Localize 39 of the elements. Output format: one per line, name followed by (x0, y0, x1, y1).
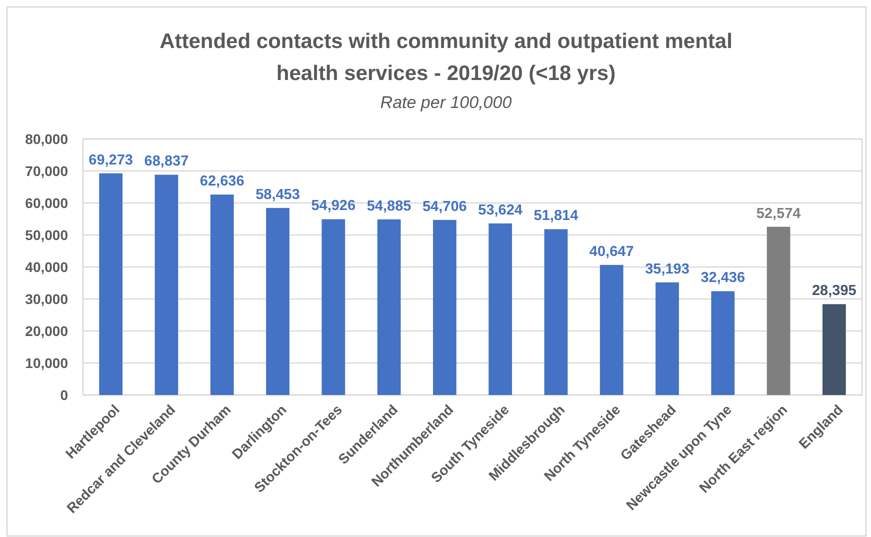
data-label: 35,193 (645, 261, 690, 278)
data-label: 62,636 (200, 174, 244, 190)
bar (711, 291, 735, 395)
bar (266, 208, 290, 395)
bar (99, 173, 123, 395)
bar (210, 194, 234, 395)
data-label: 54,885 (366, 198, 412, 214)
data-label: 32,436 (700, 270, 746, 286)
data-label: 68,837 (144, 154, 189, 170)
y-tick-label: 40,000 (25, 259, 68, 275)
data-label: 58,453 (256, 186, 300, 203)
y-tick-label: 20,000 (25, 323, 68, 339)
data-label: 28,395 (812, 283, 856, 300)
y-tick-label: 80,000 (25, 131, 68, 147)
y-tick-label: 30,000 (25, 291, 68, 307)
data-label: 40,647 (589, 244, 634, 260)
bar (488, 223, 512, 395)
chart-subtitle: Rate per 100,000 (380, 93, 512, 112)
bar (377, 219, 401, 395)
y-tick-label: 60,000 (25, 195, 68, 211)
data-label: 54,706 (422, 198, 467, 215)
bar (544, 229, 568, 395)
bar (432, 220, 456, 395)
y-tick-label: 0 (60, 387, 68, 403)
data-label: 51,814 (534, 208, 578, 224)
data-label: 54,926 (311, 198, 356, 214)
data-label: 52,574 (756, 206, 801, 222)
data-label: 53,624 (478, 202, 522, 218)
bar (600, 264, 624, 395)
data-label: 69,273 (88, 152, 133, 168)
bar (822, 304, 846, 395)
bar (322, 219, 346, 395)
y-tick-label: 10,000 (25, 355, 68, 371)
y-tick-label: 70,000 (25, 163, 68, 179)
bar (766, 226, 790, 395)
chart-title: Attended contacts with community and outpatient mental health services - 2019/20 (<18 yrs) (160, 30, 732, 85)
bar (656, 282, 679, 395)
y-tick-label: 50,000 (25, 227, 68, 243)
bar (154, 174, 178, 395)
